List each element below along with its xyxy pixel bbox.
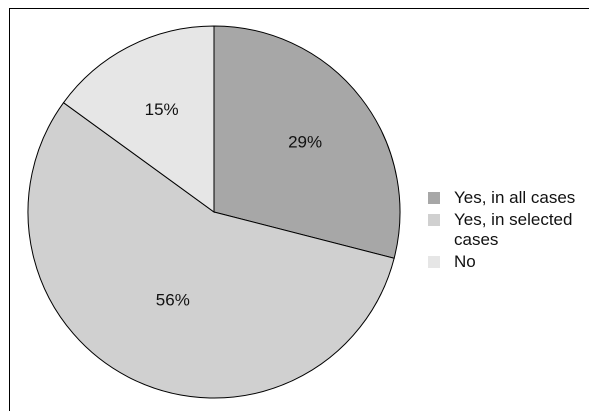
chart-frame xyxy=(9,8,589,411)
slice-label-no: 15% xyxy=(145,100,179,119)
legend-item-all-cases: Yes, in all cases xyxy=(428,188,588,208)
slice-selected-cases xyxy=(27,101,395,399)
legend-swatch-selected-cases xyxy=(428,214,440,226)
legend-label-no: No xyxy=(454,252,476,271)
legend-item-selected-cases: Yes, in selected cases xyxy=(428,210,588,250)
legend-label-selected-cases: Yes, in selected cases xyxy=(454,210,573,249)
legend-swatch-all-cases xyxy=(428,192,440,204)
legend-item-no: No xyxy=(428,252,588,272)
legend-label-all-cases: Yes, in all cases xyxy=(454,188,576,207)
slice-label-selected-cases: 56% xyxy=(156,291,190,310)
slice-label-all-cases: 29% xyxy=(288,132,322,151)
legend-swatch-no xyxy=(428,256,440,268)
slice-no xyxy=(62,25,215,213)
legend: Yes, in all cases Yes, in selected cases… xyxy=(428,188,588,274)
slice-all-cases xyxy=(213,25,401,259)
